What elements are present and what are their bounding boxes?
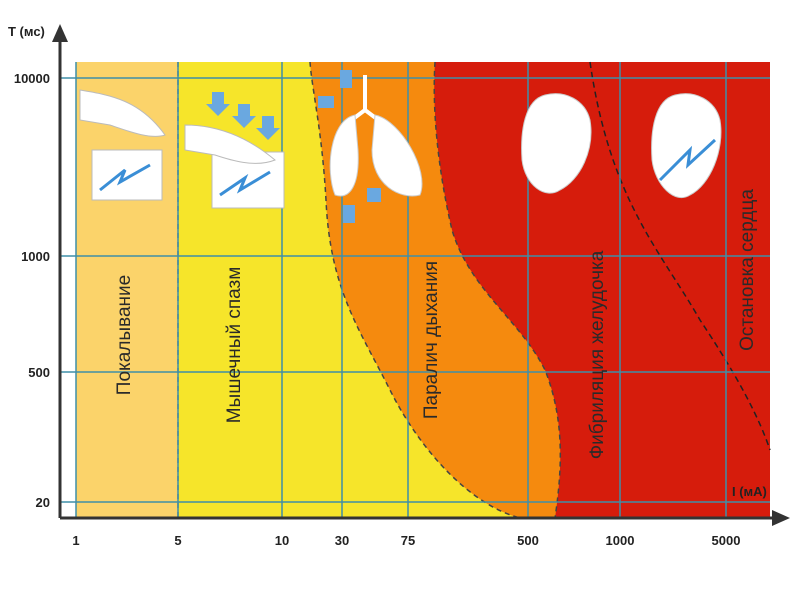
y-axis-arrow	[52, 24, 68, 42]
x-axis-label: I (мА)	[732, 484, 767, 499]
icon-lungs	[318, 70, 423, 223]
x-tick-label: 5000	[712, 533, 741, 548]
zone-label: Фибриляция желудочка	[587, 250, 608, 459]
x-tick-label: 500	[517, 533, 539, 548]
icon-heart	[521, 93, 592, 194]
x-tick-label: 1	[72, 533, 79, 548]
y-tick-label: 10000	[14, 71, 50, 86]
zone-light	[76, 62, 178, 518]
x-tick-label: 10	[275, 533, 289, 548]
y-tick-label: 20	[36, 495, 50, 510]
zone-label: Остановка сердца	[737, 189, 758, 351]
zone-label: Покалывание	[114, 275, 135, 395]
boundary	[589, 61, 771, 451]
x-tick-label: 1000	[606, 533, 635, 548]
y-tick-label: 500	[28, 365, 50, 380]
y-axis-label: T (мс)	[8, 24, 45, 39]
y-tick-label: 1000	[21, 249, 50, 264]
icon-heart	[651, 93, 722, 198]
icon-hand	[79, 89, 166, 201]
icon-hand	[184, 92, 285, 209]
x-tick-label: 30	[335, 533, 349, 548]
x-tick-label: 75	[401, 533, 415, 548]
boundary	[309, 61, 521, 519]
x-axis-arrow	[772, 510, 790, 526]
x-tick-label: 5	[174, 533, 181, 548]
zone-label: Паралич дыхания	[421, 261, 442, 419]
zone-label: Мышечный спазм	[224, 267, 245, 424]
